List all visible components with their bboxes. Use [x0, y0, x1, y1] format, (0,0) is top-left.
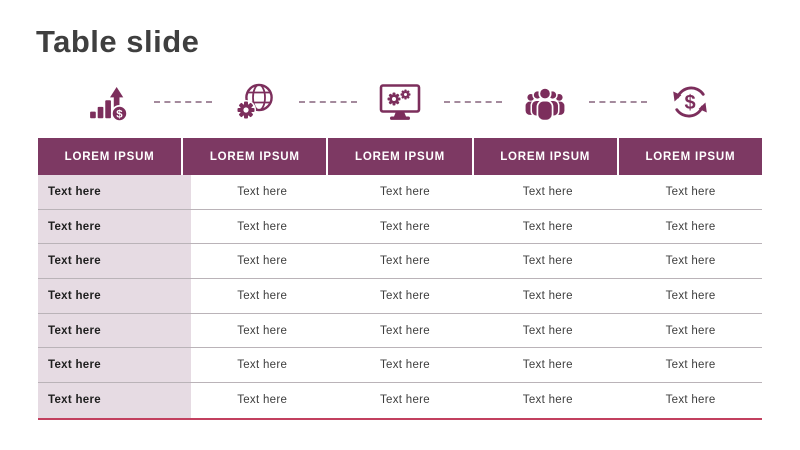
svg-text:$: $	[117, 109, 124, 121]
row-header-cell: Text here	[38, 383, 191, 418]
body-cell: Text here	[237, 220, 288, 233]
row-header-cell: Text here	[38, 348, 191, 383]
body-cell: Text here	[665, 359, 716, 372]
body-cell: Text here	[237, 255, 288, 268]
body-cell: Text here	[522, 394, 573, 407]
body-cell: Text here	[522, 220, 573, 233]
dollar-cycle-icon: $	[617, 80, 762, 122]
table-row: Text here Text here Text here Text here Text…	[38, 348, 762, 384]
growth-chart-dollar-icon: $	[38, 80, 183, 122]
row-header-cell: Text here	[38, 313, 191, 348]
body-cell: Text here	[522, 185, 573, 198]
row-header-cell: Text here	[38, 244, 191, 279]
body-cell: Text here	[379, 324, 430, 337]
table-body: Text here Text here Text here Text here Text…	[38, 175, 762, 420]
dashed-connector	[299, 101, 357, 103]
body-cell: Text here	[237, 324, 288, 337]
body-cell: Text here	[379, 185, 430, 198]
table-row: Text here Text here Text here Text here Text…	[38, 244, 762, 280]
table-row: Text here Text here Text here Text here Text…	[38, 209, 762, 245]
body-cell: Text here	[379, 289, 430, 302]
body-cell: Text here	[665, 185, 716, 198]
body-cell: Text here	[665, 324, 716, 337]
column-header: LOREM IPSUM	[328, 138, 474, 175]
dashed-connector	[154, 101, 212, 103]
monitor-gears-icon	[328, 80, 473, 122]
body-cell: Text here	[665, 255, 716, 268]
table-row: Text here Text here Text here Text here Text…	[38, 383, 762, 418]
table-row: Text here Text here Text here Text here Text…	[38, 279, 762, 314]
body-cell: Text here	[522, 324, 573, 337]
column-header: LOREM IPSUM	[38, 138, 184, 175]
body-cell: Text here	[522, 289, 573, 302]
icon-strip: $	[38, 80, 762, 122]
body-cell: Text here	[379, 394, 430, 407]
column-header: LOREM IPSUM	[474, 138, 619, 175]
body-cell: Text here	[665, 394, 716, 407]
column-header: LOREM IPSUM	[183, 138, 329, 175]
dashed-connector	[589, 101, 647, 103]
body-cell: Text here	[665, 220, 716, 233]
body-cell: Text here	[665, 289, 716, 302]
body-cell: Text here	[237, 359, 288, 372]
body-cell: Text here	[379, 255, 430, 268]
body-cell: Text here	[379, 220, 430, 233]
body-cell: Text here	[522, 359, 573, 372]
table-row: Text here Text here Text here Text here Text…	[38, 313, 762, 349]
body-cell: Text here	[379, 359, 430, 372]
row-header-cell: Text here	[38, 279, 191, 313]
team-icon	[472, 80, 617, 122]
column-header: LOREM IPSUM	[645, 150, 736, 163]
table-row: Text here Text here Text here Text here Text…	[38, 175, 762, 210]
table: LOREM IPSUM LOREM IPSUM LOREM IPSUM LORE…	[38, 138, 762, 420]
row-header-cell: Text here	[38, 209, 191, 244]
body-cell: Text here	[237, 289, 288, 302]
svg-text:$: $	[684, 92, 695, 114]
page-title: Table slide	[36, 24, 200, 59]
body-cell: Text here	[237, 394, 288, 407]
body-cell: Text here	[522, 255, 573, 268]
table-header-row: LOREM IPSUM LOREM IPSUM LOREM IPSUM LORE…	[38, 138, 762, 175]
row-header-cell: Text here	[38, 175, 191, 209]
body-cell: Text here	[237, 185, 288, 198]
globe-gear-icon	[183, 80, 328, 122]
dashed-connector	[444, 101, 502, 103]
